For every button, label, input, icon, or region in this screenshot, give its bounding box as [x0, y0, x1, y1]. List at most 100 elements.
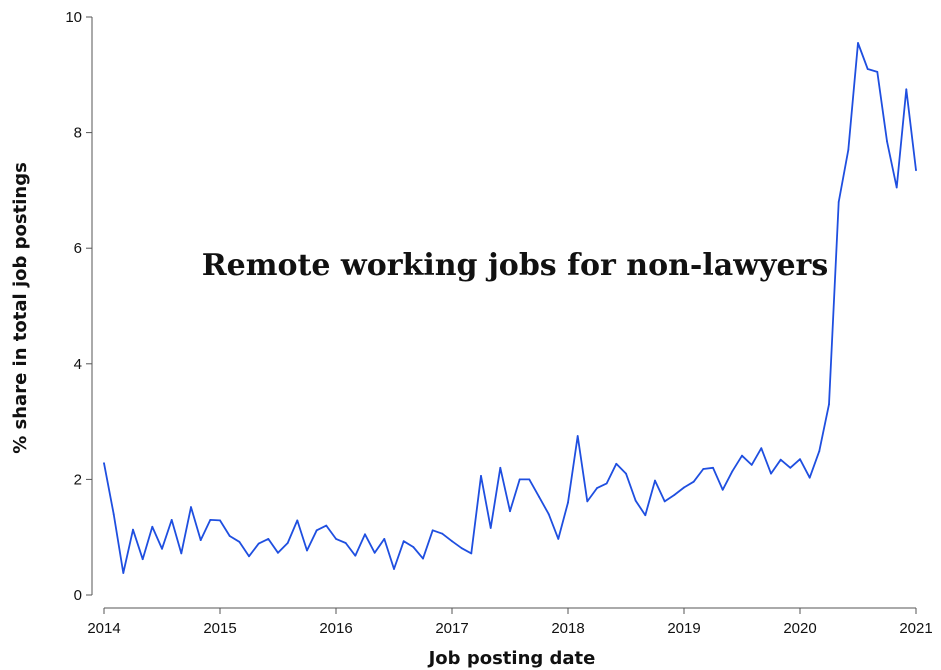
data-point	[344, 542, 347, 544]
data-point	[779, 458, 782, 461]
data-point	[673, 494, 676, 496]
data-point	[335, 538, 337, 540]
data-point	[750, 464, 753, 466]
data-point	[837, 201, 840, 203]
data-point	[818, 450, 821, 452]
data-point	[190, 506, 192, 508]
data-point	[180, 552, 183, 555]
data-point	[557, 538, 560, 540]
data-point	[277, 551, 279, 554]
y-tick-label: 0	[74, 587, 82, 604]
data-point	[567, 501, 569, 504]
x-tick-label: 2019	[667, 620, 700, 637]
data-point	[789, 466, 792, 469]
data-point	[866, 68, 869, 70]
data-point	[847, 149, 850, 151]
data-point	[586, 500, 589, 503]
data-point	[731, 470, 734, 473]
data-point	[441, 532, 444, 535]
chart-title: Remote working jobs for non-lawyers	[202, 248, 829, 283]
data-point	[721, 488, 724, 491]
data-point	[315, 529, 318, 532]
data-point	[625, 472, 627, 475]
y-tick-label: 10	[65, 9, 82, 26]
data-point	[605, 482, 608, 485]
data-point	[895, 186, 898, 189]
data-point	[431, 529, 434, 532]
data-point	[325, 524, 328, 527]
x-tick-label: 2016	[319, 620, 352, 637]
data-point	[547, 513, 550, 515]
data-point	[692, 480, 695, 483]
data-point	[654, 479, 656, 482]
data-point	[141, 558, 144, 561]
data-point	[886, 140, 888, 143]
data-point	[683, 486, 685, 489]
data-point	[538, 495, 540, 498]
data-point	[741, 454, 743, 457]
data-point	[799, 458, 801, 461]
data-point	[170, 519, 173, 521]
data-point	[857, 42, 859, 44]
axes: 0 2 4 6 8 10 2014 2015 2016 2017 2018 2019 2020 2021	[65, 9, 932, 637]
data-point	[876, 71, 879, 73]
data-point	[828, 403, 830, 406]
data-point	[151, 525, 154, 528]
data-point	[161, 547, 163, 550]
data-point	[712, 466, 714, 469]
data-point	[644, 514, 647, 517]
data-point	[267, 538, 270, 540]
data-point	[248, 555, 250, 558]
data-point	[808, 476, 811, 479]
data-point	[499, 466, 502, 469]
data-point	[915, 169, 917, 172]
data-point	[634, 499, 637, 502]
data-point	[518, 478, 521, 481]
data-point	[199, 539, 202, 541]
data-point	[364, 533, 366, 536]
y-axis-title: % share in total job postings	[10, 162, 31, 454]
x-axis-title: Job posting date	[427, 648, 596, 669]
data-point	[393, 568, 395, 570]
x-tick-label: 2021	[899, 620, 932, 637]
x-tick-label: 2015	[203, 620, 236, 637]
data-point	[373, 551, 376, 554]
data-point	[296, 519, 299, 522]
y-tick-label: 8	[74, 125, 82, 142]
y-tick-label: 4	[74, 356, 82, 373]
data-point	[470, 552, 473, 555]
x-tick-label: 2014	[87, 620, 120, 637]
data-point	[576, 435, 579, 437]
data-point	[702, 468, 705, 470]
data-point	[509, 510, 511, 513]
data-point	[228, 535, 231, 537]
data-point	[615, 462, 618, 465]
data-point	[103, 462, 105, 465]
data-point	[422, 557, 424, 560]
x-tick-label: 2020	[783, 620, 816, 637]
data-point	[489, 527, 492, 529]
data-point	[306, 549, 308, 552]
data-point	[112, 513, 115, 515]
data-point	[905, 88, 908, 91]
data-point	[596, 487, 598, 489]
x-tick-label: 2018	[551, 620, 584, 637]
series-line	[103, 42, 917, 574]
data-point	[402, 540, 405, 543]
y-tick-label: 2	[74, 471, 82, 488]
data-point	[663, 500, 666, 503]
data-point	[132, 528, 134, 531]
plot-area	[103, 42, 917, 574]
data-point	[257, 542, 260, 545]
data-point	[480, 475, 482, 477]
y-tick-label: 6	[74, 240, 82, 257]
data-point	[209, 519, 212, 521]
data-point	[122, 572, 125, 574]
data-point	[528, 478, 531, 481]
data-point	[451, 540, 453, 543]
data-point	[354, 554, 357, 557]
data-point	[460, 547, 463, 550]
data-point	[238, 540, 241, 543]
data-point	[383, 538, 386, 540]
